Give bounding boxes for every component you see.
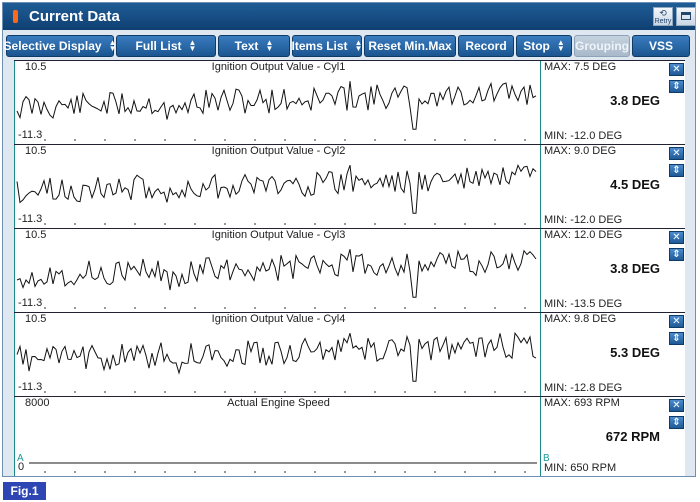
current-value: 3.8 DEG [610,261,660,276]
close-icon: ✕ [672,148,681,159]
close-icon: ✕ [672,316,681,327]
trace-graph [16,163,537,225]
current-value: 672 RPM [605,429,660,444]
plot-area[interactable]: 8000 Actual Engine Speed 0 A [14,397,541,476]
min-value: MIN: 650 RPM [544,462,617,474]
close-icon: ✕ [672,232,681,243]
plot-area[interactable]: 10.5 Ignition Output Value - Cyl3 -11.3 [14,229,541,312]
up-down-arrow-icon: ⇕ [672,81,681,92]
vss-button[interactable]: VSS [632,35,690,57]
spin-arrows-icon: ▲ ▼ [188,38,197,53]
spin-arrows-icon: ▲ ▼ [265,38,274,53]
stop-button[interactable]: Stop ▲ ▼ [516,35,572,57]
move-panel-button[interactable]: ⇕ [669,332,684,345]
move-panel-button[interactable]: ⇕ [669,80,684,93]
close-panel-button[interactable]: ✕ [669,63,684,76]
reset-minmax-button[interactable]: Reset Min.Max [364,35,456,57]
current-value: 3.8 DEG [610,93,660,108]
trace-graph [29,462,537,473]
close-icon: ✕ [672,400,681,411]
min-value: MIN: -12.8 DEG [544,382,623,394]
move-panel-button[interactable]: ⇕ [669,248,684,261]
parameter-title: Ignition Output Value - Cyl4 [211,313,346,325]
close-panel-button[interactable]: ✕ [669,399,684,412]
text-button[interactable]: Text ▲ ▼ [218,35,290,57]
y-max-label: 10.5 [25,229,47,241]
grouping-button[interactable]: Grouping [574,35,630,57]
y-max-label: 10.5 [25,313,47,325]
y-min-label: -11.3 [18,297,43,309]
title-marker-icon [13,10,18,23]
window-mode-button[interactable] [676,7,696,26]
toolbar: Selective Display ▲ ▼ Full List ▲ ▼ Text ▲… [4,35,692,57]
plot-area[interactable]: 10.5 Ignition Output Value - Cyl4 -11.3 [14,313,541,396]
trace-graph [16,249,537,309]
spin-arrows-icon: ▲ ▼ [556,38,565,53]
cursor-a-marker[interactable]: A [17,453,24,464]
spin-arrows-icon: ▲ ▼ [108,38,117,53]
y-min-label: -11.3 [18,381,43,393]
value-readout: MAX: 12.0 DEG 3.8 DEG MIN: -13.5 DEG [544,229,664,312]
move-panel-button[interactable]: ⇕ [669,416,684,429]
parameter-title: Actual Engine Speed [227,397,330,409]
trace-line [16,249,537,298]
y-min-label: -11.3 [18,129,43,141]
trace-line [16,331,537,382]
selective-display-button[interactable]: Selective Display ▲ ▼ [4,35,117,57]
spin-arrows-icon: ▲ ▼ [354,38,363,53]
close-panel-button[interactable]: ✕ [669,147,684,160]
y-min-label: -11.3 [18,213,43,225]
trace-graph [16,331,537,393]
y-max-label: 10.5 [25,145,47,157]
plot-area[interactable]: 10.5 Ignition Output Value - Cyl2 -11.3 [14,145,541,228]
trace-graph [16,81,537,141]
items-list-button[interactable]: Items List ▲ ▼ [292,35,362,57]
min-value: MIN: -12.0 DEG [544,214,623,226]
current-value: 5.3 DEG [610,345,660,360]
up-down-arrow-icon: ⇕ [672,417,681,428]
graph-panel-cyl1: 10.5 Ignition Output Value - Cyl1 -11.3 … [14,60,685,144]
retry-icon: ⟲ [659,8,667,18]
up-down-arrow-icon: ⇕ [672,333,681,344]
up-down-arrow-icon: ⇕ [672,249,681,260]
value-readout: MAX: 9.8 DEG 5.3 DEG MIN: -12.8 DEG [544,313,664,396]
graph-panel-cyl4: 10.5 Ignition Output Value - Cyl4 -11.3 … [14,312,685,396]
plot-area[interactable]: 10.5 Ignition Output Value - Cyl1 -11.3 [14,61,541,144]
parameter-title: Ignition Output Value - Cyl2 [211,145,346,157]
graph-panel-cyl3: 10.5 Ignition Output Value - Cyl3 -11.3 … [14,228,685,312]
trace-line [16,163,537,214]
value-readout: MAX: 7.5 DEG 3.8 DEG MIN: -12.0 DEG [544,61,664,144]
min-value: MIN: -12.0 DEG [544,130,623,142]
y-min-label: 0 [18,461,25,473]
window-title: Current Data [29,8,120,25]
max-value: MAX: 12.0 DEG [544,229,623,241]
graph-panel-engine-speed: 8000 Actual Engine Speed 0 A MAX: 693 RP… [14,396,685,476]
max-value: MAX: 7.5 DEG [544,61,617,73]
full-list-button[interactable]: Full List ▲ ▼ [116,35,216,57]
close-panel-button[interactable]: ✕ [669,231,684,244]
y-max-label: 10.5 [25,61,47,73]
trace-line [16,81,537,130]
close-panel-button[interactable]: ✕ [669,315,684,328]
current-value: 4.5 DEG [610,177,660,192]
max-value: MAX: 9.0 DEG [544,145,617,157]
cursor-b-marker[interactable]: B [543,453,550,464]
min-value: MIN: -13.5 DEG [544,298,623,310]
figure-label: Fig.1 [3,482,46,500]
max-value: MAX: 9.8 DEG [544,313,617,325]
y-max-label: 8000 [25,397,50,409]
value-readout: MAX: 693 RPM 672 RPM MIN: 650 RPM [544,397,664,476]
title-bar: Current Data ⟲ Retry [3,3,696,30]
parameter-title: Ignition Output Value - Cyl3 [211,229,346,241]
record-button[interactable]: Record [458,35,514,57]
retry-button[interactable]: ⟲ Retry [653,7,673,26]
move-panel-button[interactable]: ⇕ [669,164,684,177]
graph-panel-cyl2: 10.5 Ignition Output Value - Cyl2 -11.3 … [14,144,685,228]
up-down-arrow-icon: ⇕ [672,165,681,176]
value-readout: MAX: 9.0 DEG 4.5 DEG MIN: -12.0 DEG [544,145,664,228]
close-icon: ✕ [672,64,681,75]
max-value: MAX: 693 RPM [544,397,620,409]
parameter-title: Ignition Output Value - Cyl1 [211,61,346,73]
